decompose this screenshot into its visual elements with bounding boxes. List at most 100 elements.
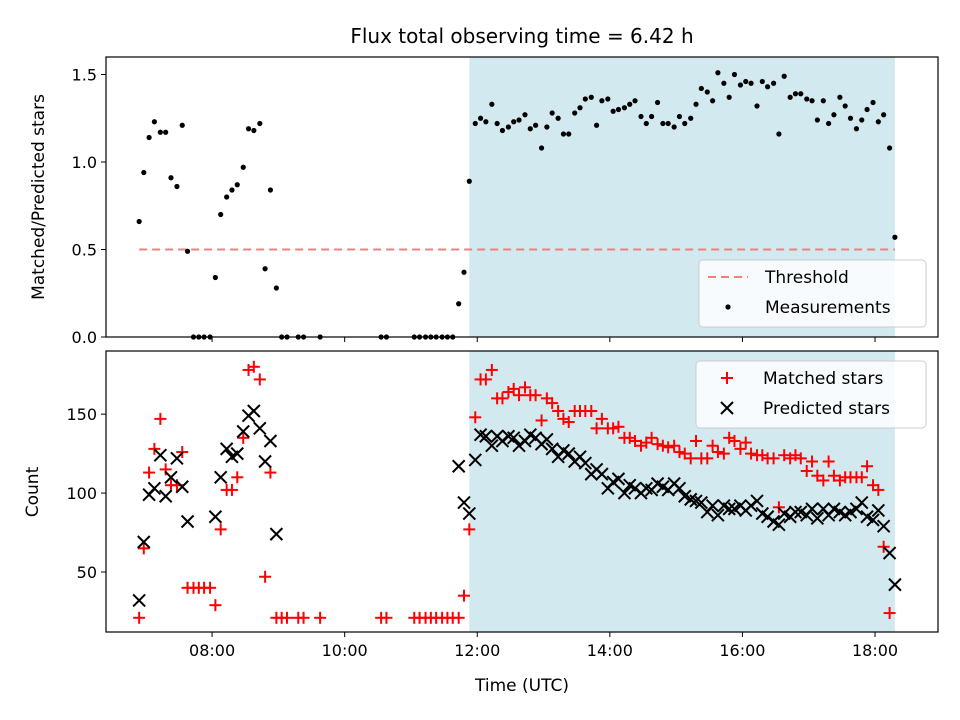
matched-stars-point: [562, 416, 575, 429]
measurement-point: [804, 96, 810, 102]
measurement-point: [715, 70, 721, 76]
matched-stars-point: [380, 611, 393, 624]
measurement-point: [262, 266, 268, 272]
predicted-stars-point: [175, 480, 189, 494]
count-panel: 50 100 150 08:00 10:00 12:00 14:00 16:00 18:00 C…: [23, 350, 939, 696]
matched-stars-point: [817, 474, 830, 487]
count-legend-box: [695, 360, 927, 429]
x-tick-label: 10:00: [322, 641, 368, 660]
matched-stars-point: [518, 381, 531, 394]
y-tick-label: 1.5: [72, 66, 97, 85]
measurement-point: [660, 120, 666, 127]
measurement-point: [456, 301, 462, 307]
measurement-point: [781, 73, 787, 79]
predicted-stars-point: [263, 434, 278, 448]
measurement-point: [743, 78, 749, 85]
ratio-panel: 0.0 0.5 1.0 1.5 Matched/Predicted stars Thr…: [29, 56, 939, 347]
measurement-point: [688, 115, 694, 121]
matched-stars-point: [225, 483, 238, 496]
predicted-stars-point: [137, 535, 151, 549]
matched-stars-point: [662, 441, 675, 454]
y-tick-label: 50: [77, 563, 97, 582]
x-tick-label: 16:00: [719, 641, 765, 660]
matched-stars-point: [214, 523, 227, 536]
measurement-point: [704, 89, 710, 95]
measurement-point: [665, 120, 671, 127]
measurement-point: [610, 108, 616, 114]
matched-stars-point: [728, 434, 741, 447]
count-panel-frame: [105, 350, 939, 633]
measurement-point: [572, 110, 578, 116]
measurement-point: [499, 127, 506, 134]
matched-stars-point: [855, 471, 868, 484]
predicted-stars-point: [617, 486, 632, 500]
measurement-point: [787, 94, 793, 100]
measurement-point: [853, 126, 860, 132]
measurement-point: [234, 182, 240, 188]
predicted-stars-point: [595, 467, 609, 481]
measurement-point: [870, 99, 876, 106]
predicted-stars-point: [457, 495, 471, 510]
measurement-point: [466, 178, 472, 184]
matched-stars-point: [806, 455, 819, 468]
matched-stars-point: [706, 439, 719, 452]
matched-stars-point: [209, 599, 222, 612]
measurement-point: [273, 285, 279, 291]
matched-stars-point: [711, 446, 724, 459]
measurement-point: [842, 103, 848, 109]
matched-stars-point: [463, 523, 476, 536]
measurement-point: [224, 194, 230, 200]
measurement-point: [538, 145, 545, 151]
measurement-point: [847, 115, 854, 121]
measurement-point: [141, 169, 147, 176]
measurement-point: [671, 124, 677, 130]
predicted-stars-point: [253, 421, 267, 436]
ratio-panel-ticks: 0.0 0.5 1.0 1.5: [72, 66, 876, 347]
measurement-point: [257, 120, 263, 127]
legend-matched-swatch: [721, 372, 733, 384]
matched-stars-point: [552, 404, 565, 417]
measurement-point: [831, 112, 837, 118]
legend-predicted-swatch: [720, 401, 734, 415]
matched-stars-point: [457, 589, 470, 602]
x-tick-label: 14:00: [587, 641, 633, 660]
predicted-stars-point: [462, 506, 477, 521]
matched-stars-point: [701, 452, 714, 465]
measurement-point: [627, 101, 633, 107]
y-tick-label: 1.0: [72, 153, 97, 172]
legend-measurements-swatch: [725, 304, 731, 310]
measurement-point: [168, 175, 174, 181]
matched-stars-point: [739, 436, 752, 449]
measurement-point: [477, 115, 484, 121]
measurement-point: [721, 80, 727, 86]
measurement-point: [179, 122, 185, 128]
chart-title: Flux total observing time = 6.42 h: [350, 24, 693, 48]
measurement-point: [549, 110, 555, 116]
predicted-stars-point: [866, 513, 880, 527]
measurement-point: [864, 106, 870, 113]
predicted-stars-point: [170, 451, 184, 466]
predicted-stars-point: [451, 459, 466, 473]
count-panel-ticks: 50 100 150 08:00 10:00 12:00 14:00 16:00 18:00: [66, 405, 898, 660]
matched-stars-point: [529, 389, 542, 402]
predicted-stars-point: [705, 499, 720, 513]
predicted-stars-point: [788, 505, 803, 519]
measurement-point: [483, 119, 489, 125]
predicted-stars-point: [722, 502, 736, 516]
matched-stars-point: [822, 455, 835, 468]
measurement-point: [837, 94, 843, 100]
count-points: [132, 360, 902, 624]
measurement-point: [698, 85, 704, 92]
matched-stars-point: [513, 389, 526, 402]
predicted-stars-point: [132, 593, 146, 608]
matched-stars-point: [148, 442, 161, 455]
predicted-stars-point: [810, 511, 825, 526]
matched-stars-point: [585, 404, 598, 417]
measurement-point: [151, 119, 157, 125]
matched-stars-point: [734, 442, 747, 455]
x-axis-label: Time (UTC): [474, 676, 569, 696]
matched-stars-point: [872, 483, 885, 496]
matched-stars-point: [507, 382, 520, 395]
matched-stars-point: [231, 471, 244, 484]
measurement-point: [875, 119, 881, 125]
